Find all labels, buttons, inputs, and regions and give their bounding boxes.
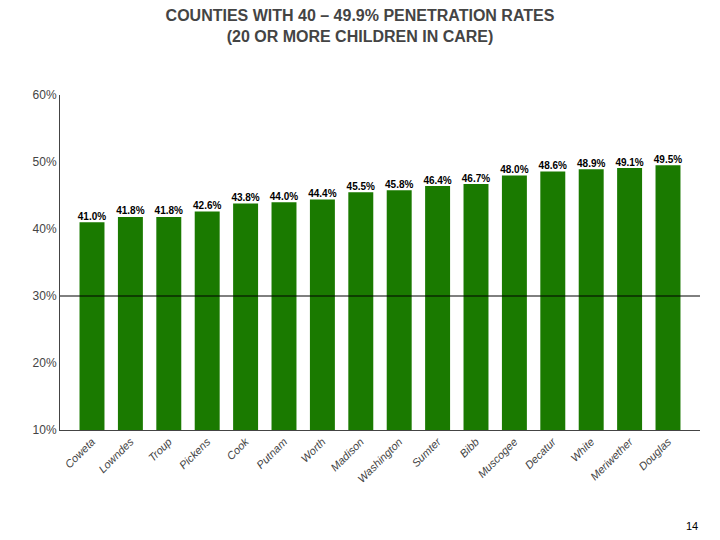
svg-text:White: White xyxy=(568,436,596,464)
svg-text:44.0%: 44.0% xyxy=(270,191,298,202)
svg-text:Worth: Worth xyxy=(298,436,327,465)
svg-text:Decatur: Decatur xyxy=(522,435,559,472)
svg-text:41.8%: 41.8% xyxy=(155,205,183,216)
svg-text:49.1%: 49.1% xyxy=(615,157,643,168)
svg-text:48.0%: 48.0% xyxy=(500,164,528,175)
svg-text:48.6%: 48.6% xyxy=(539,160,567,171)
svg-text:42.6%: 42.6% xyxy=(193,200,221,211)
svg-text:46.7%: 46.7% xyxy=(462,173,490,184)
svg-text:Bibb: Bibb xyxy=(457,436,481,460)
svg-text:41.0%: 41.0% xyxy=(78,211,106,222)
svg-text:50%: 50% xyxy=(33,155,57,169)
svg-text:44.4%: 44.4% xyxy=(308,188,336,199)
svg-text:40%: 40% xyxy=(33,222,57,236)
svg-text:Washington: Washington xyxy=(355,436,404,485)
svg-text:Putnam: Putnam xyxy=(254,436,289,471)
svg-text:Muscogee: Muscogee xyxy=(475,436,519,480)
svg-text:14: 14 xyxy=(686,520,698,532)
svg-text:Troup: Troup xyxy=(146,436,174,464)
svg-text:Lowndes: Lowndes xyxy=(96,435,136,475)
svg-text:41.8%: 41.8% xyxy=(116,205,144,216)
svg-text:60%: 60% xyxy=(33,88,57,102)
svg-text:COUNTIES WITH 40 – 49.9% PENET: COUNTIES WITH 40 – 49.9% PENETRATION RAT… xyxy=(166,7,555,45)
svg-text:Cook: Cook xyxy=(224,435,251,462)
svg-text:49.5%: 49.5% xyxy=(654,154,682,165)
svg-text:20%: 20% xyxy=(33,356,57,370)
svg-text:45.8%: 45.8% xyxy=(385,179,413,190)
svg-text:Douglas: Douglas xyxy=(636,435,673,472)
svg-text:Meriwether: Meriwether xyxy=(588,435,636,483)
svg-text:Madison: Madison xyxy=(328,436,366,474)
svg-text:45.5%: 45.5% xyxy=(347,181,375,192)
svg-text:30%: 30% xyxy=(33,289,57,303)
svg-text:Pickens: Pickens xyxy=(177,435,213,471)
svg-text:Sumter: Sumter xyxy=(409,435,444,470)
svg-text:46.4%: 46.4% xyxy=(423,175,451,186)
svg-text:Coweta: Coweta xyxy=(62,436,97,471)
svg-text:48.9%: 48.9% xyxy=(577,158,605,169)
svg-text:43.8%: 43.8% xyxy=(231,192,259,203)
svg-text:10%: 10% xyxy=(33,423,57,437)
